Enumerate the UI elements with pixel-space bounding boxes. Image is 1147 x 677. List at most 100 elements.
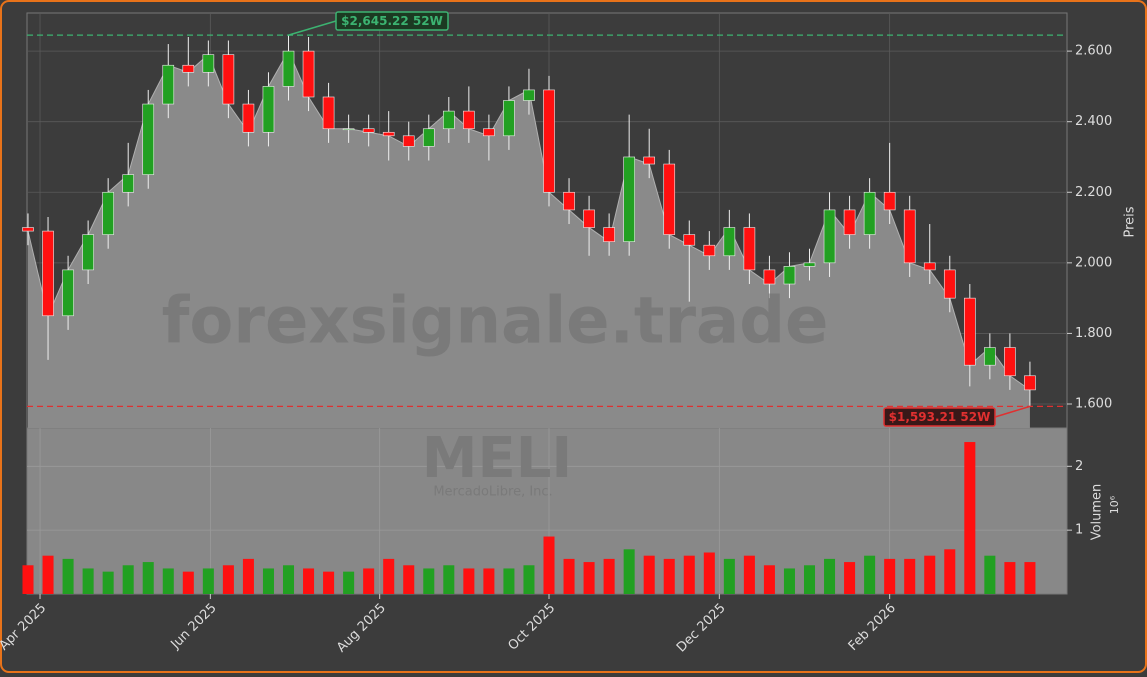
annotation-label: $2,645.22 52W (341, 14, 443, 28)
annotation-box (335, 11, 449, 31)
candle-body (142, 103, 155, 175)
volume-bar (142, 562, 154, 594)
annotation-arrow (288, 20, 337, 36)
volume-bar (162, 568, 174, 594)
candle-body (22, 227, 34, 232)
volume-bar (743, 555, 755, 594)
candle-body (342, 128, 355, 131)
volume-bar (222, 565, 234, 594)
candle-body (823, 209, 836, 264)
candle-body (643, 156, 656, 165)
candle-body (362, 128, 375, 133)
candle-body (583, 209, 595, 228)
volume-bar (803, 565, 816, 594)
volume-bar (643, 555, 655, 594)
volume-bar (1024, 562, 1036, 594)
candle-body (1024, 375, 1036, 391)
candle-body (843, 209, 856, 235)
candle-body (503, 100, 515, 137)
volume-bar (1004, 562, 1016, 594)
y-tick-label: 1.800 (1075, 326, 1112, 341)
volume-bar (904, 558, 916, 594)
candle-body (242, 103, 255, 133)
volume-bar (563, 558, 575, 594)
volume-bar (603, 558, 615, 594)
candle-body (743, 227, 756, 271)
plot-layer (22, 13, 1067, 594)
volume-bar (844, 562, 856, 594)
candle-body (42, 230, 54, 317)
volume-bar (262, 568, 274, 594)
volume-bar (523, 565, 535, 594)
candle-body (803, 262, 816, 267)
volume-bar (282, 565, 295, 594)
candle-body (222, 54, 235, 105)
volume-bar (623, 549, 635, 594)
candle-body (422, 128, 435, 147)
volume-bar (503, 568, 515, 594)
volume-bar (683, 555, 695, 594)
candle-body (563, 191, 575, 211)
volume-bar (82, 568, 94, 594)
volume-bar (182, 571, 194, 594)
company-watermark: MercadoLibre, Inc. (433, 485, 552, 500)
volume-bar (583, 562, 595, 594)
candle-body (102, 191, 114, 235)
volume-bar (483, 568, 495, 594)
candle-body (883, 191, 896, 211)
y-tick-label: 2.400 (1075, 114, 1112, 129)
candle-body (984, 347, 996, 366)
candle-body (322, 96, 335, 130)
candle-body (262, 86, 275, 133)
volume-bar (383, 558, 395, 594)
y2-tick-label: 1 (1075, 523, 1083, 538)
volume-bar (443, 565, 455, 594)
annotation-arrow (994, 405, 1031, 418)
y-tick-label: 2.600 (1075, 44, 1112, 59)
candle-body (863, 191, 876, 235)
volume-bar (763, 565, 775, 594)
candle-body (623, 156, 635, 242)
candle-body (923, 262, 936, 271)
candle-body (903, 209, 916, 264)
candle-body (964, 297, 976, 366)
candle-body (763, 269, 776, 285)
volume-bar (864, 555, 876, 594)
volume-bar (984, 555, 996, 594)
price-area (28, 51, 1030, 428)
y-tick-label: 2.200 (1075, 185, 1112, 200)
candle-body (543, 89, 555, 193)
volume-bar (303, 568, 315, 594)
volume-bar (343, 571, 355, 594)
y2-axis-title: Volumen (1090, 484, 1105, 541)
annotation-label: $1,593.21 52W (889, 410, 991, 424)
candle-body (443, 110, 455, 130)
candle-body (723, 227, 736, 257)
candle-body (282, 50, 295, 87)
volume-bar (323, 571, 335, 594)
watermark: forexsignale.trade (162, 285, 829, 359)
volume-bar (463, 568, 475, 594)
volume-bar (423, 568, 435, 594)
candle-body (402, 135, 415, 147)
volume-bar (703, 552, 715, 594)
volume-bar (944, 549, 956, 594)
volume-bar (964, 442, 976, 594)
candle-body (1004, 347, 1016, 377)
candle-body (122, 174, 135, 193)
candle-body (62, 269, 74, 317)
volume-bar (543, 536, 555, 594)
volume-bar (403, 565, 415, 594)
candle-body (82, 234, 94, 271)
volume-bar (723, 558, 735, 594)
volume-bar (202, 568, 214, 594)
volume-bar (42, 555, 54, 594)
candle-body (603, 227, 615, 242)
volume-bar (102, 571, 114, 594)
volume-bar (122, 565, 134, 594)
volume-bar (824, 558, 836, 594)
volume-bar (22, 565, 34, 594)
candle-body (302, 50, 315, 98)
candle-body (382, 131, 395, 137)
